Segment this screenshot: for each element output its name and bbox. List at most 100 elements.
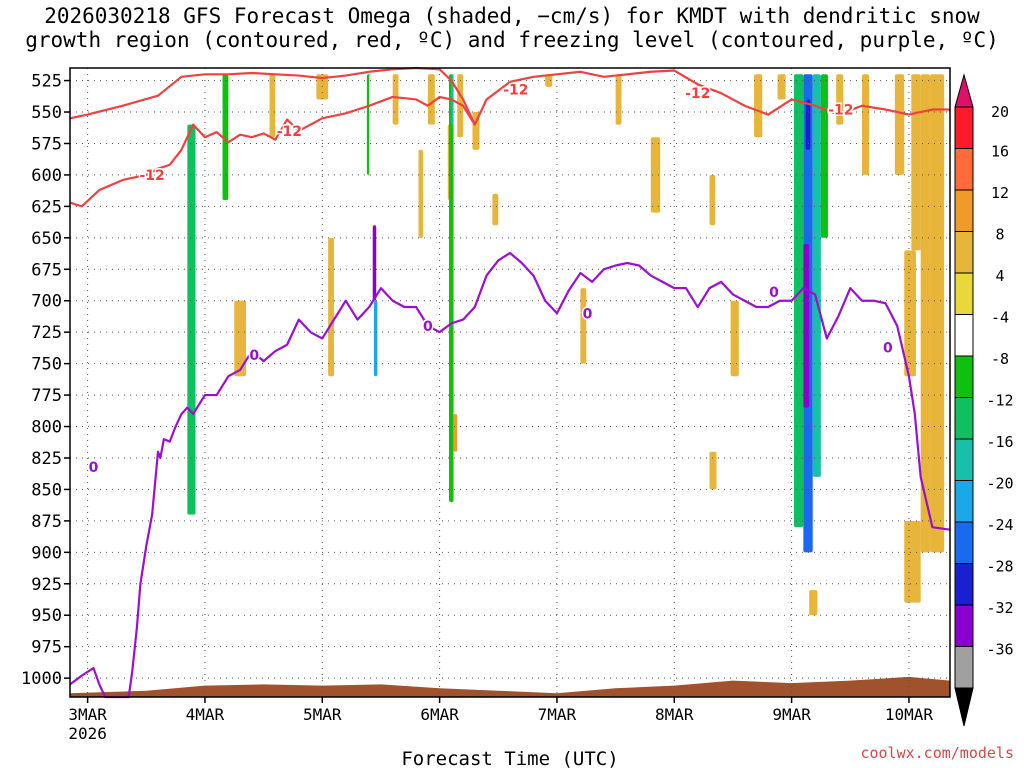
omega-cell [457, 74, 464, 138]
x-tick-label: 4MAR [186, 705, 225, 724]
omega-cell [785, 74, 794, 201]
omega-cell [222, 74, 229, 201]
y-axis-labels: 525 550 575 600 625 650 675 700 725 750 775 800 825 8… [21, 72, 62, 690]
omega-cell [187, 124, 196, 515]
omega-cell [885, 74, 895, 100]
colorbar-label: 16 [991, 143, 1009, 161]
omega-cell [427, 74, 435, 125]
dgz-contour-label: -12 [503, 82, 528, 98]
freezing-contour-label: 0 [249, 348, 259, 364]
x-tick-sublabel: 2026 [68, 724, 107, 743]
omega-cell [911, 74, 921, 251]
colorbar-segment [954, 563, 974, 606]
x-tick-label: 7MAR [538, 705, 577, 724]
colorbar-label: -4 [991, 309, 1009, 327]
y-tick-label: 525 [31, 72, 62, 92]
omega-cell [615, 74, 622, 125]
omega-cell [683, 137, 690, 201]
x-axis-title: Forecast Time (UTC) [401, 748, 618, 768]
colorbar-bottom-arrow [954, 687, 974, 727]
omega-cell [545, 74, 553, 87]
colorbar: 20 16 12 8 4 -4 -8 -12 -16 -20 -24 -28 -32 -36 [954, 73, 1014, 727]
colorbar-segment [954, 272, 974, 315]
credit-text: coolwx.com/models [860, 744, 1014, 762]
omega-cell [904, 250, 916, 377]
x-tick-label: 3MAR [68, 705, 107, 724]
colorbar-label: -28 [986, 558, 1013, 576]
omega-cell [650, 137, 661, 213]
y-tick-label: 650 [31, 229, 62, 249]
omega-cell [362, 300, 370, 628]
colorbar-label: -32 [986, 599, 1013, 617]
omega-cell [862, 74, 870, 175]
x-tick-label: 10MAR [885, 705, 934, 724]
dgz-contour-label: -12 [828, 103, 853, 119]
omega-cell [809, 590, 818, 616]
colorbar-top-arrow [954, 73, 974, 108]
omega-cell [158, 489, 166, 553]
chart-title-line-2: growth region (contoured, red, ºC) and f… [25, 28, 999, 52]
omega-cell [904, 520, 921, 603]
omega-cell [580, 288, 587, 364]
colorbar-segment [954, 521, 974, 564]
colorbar-segment [954, 646, 974, 689]
colorbar-label: 20 [991, 103, 1009, 121]
dgz-top-contour [69, 66, 950, 126]
omega-shading-layer [158, 74, 945, 641]
omega-cell [453, 413, 458, 452]
colorbar-segment [954, 314, 974, 357]
y-tick-label: 800 [31, 418, 62, 438]
y-tick-label: 675 [31, 260, 62, 280]
omega-cell [756, 502, 766, 553]
colorbar-segment [954, 355, 974, 398]
omega-cell [894, 74, 905, 175]
y-tick-label: 850 [31, 480, 62, 500]
chart-title: 2026030218 GFS Forecast Omega (shaded, −… [0, 4, 1024, 52]
omega-cell [195, 74, 208, 465]
omega-cell [836, 74, 844, 125]
colorbar-label: -36 [986, 641, 1013, 659]
y-tick-label: 950 [31, 606, 62, 626]
contour-lines [69, 66, 951, 699]
colorbar-label: -8 [991, 350, 1009, 368]
freezing-level-contour [69, 251, 951, 699]
colorbar-segment [954, 148, 974, 191]
omega-cell [930, 74, 945, 553]
omega-cell [820, 74, 828, 238]
y-tick-label: 725 [31, 323, 62, 343]
dgz-contour-label: -12 [685, 86, 710, 102]
omega-cell [691, 388, 698, 414]
omega-cell [214, 74, 223, 402]
dgz-bottom-contour [69, 95, 476, 208]
omega-cell [448, 74, 454, 503]
axes [64, 67, 951, 703]
chart-title-line-1: 2026030218 GFS Forecast Omega (shaded, −… [44, 4, 980, 28]
omega-cell [709, 174, 716, 226]
omega-cell [709, 451, 717, 490]
omega-cell [904, 74, 912, 100]
y-tick-label: 550 [31, 103, 62, 123]
dgz-contour-label: -12 [139, 168, 164, 184]
omega-cell [668, 124, 677, 138]
colorbar-segment [954, 480, 974, 523]
contour-labels: -12 -12 -12 -12 -12 0 0 0 0 0 0 [87, 81, 894, 477]
freezing-contour-label: 0 [583, 306, 593, 322]
colorbar-label: -16 [986, 433, 1013, 451]
omega-cell [700, 174, 708, 238]
omega-cell [777, 74, 786, 100]
colorbar-label: 8 [995, 226, 1004, 244]
omega-cell [443, 376, 449, 603]
colorbar-segment [954, 231, 974, 274]
colorbar-segment [954, 106, 974, 149]
omega-cell [920, 74, 931, 553]
omega-cell [856, 476, 862, 503]
terrain-surface [70, 676, 950, 697]
omega-cell [234, 300, 246, 377]
omega-cell [869, 388, 877, 414]
freezing-contour-label: 0 [423, 319, 433, 335]
y-tick-label: 1000 [21, 669, 62, 689]
omega-cell [269, 74, 276, 138]
omega-cell [418, 149, 424, 238]
